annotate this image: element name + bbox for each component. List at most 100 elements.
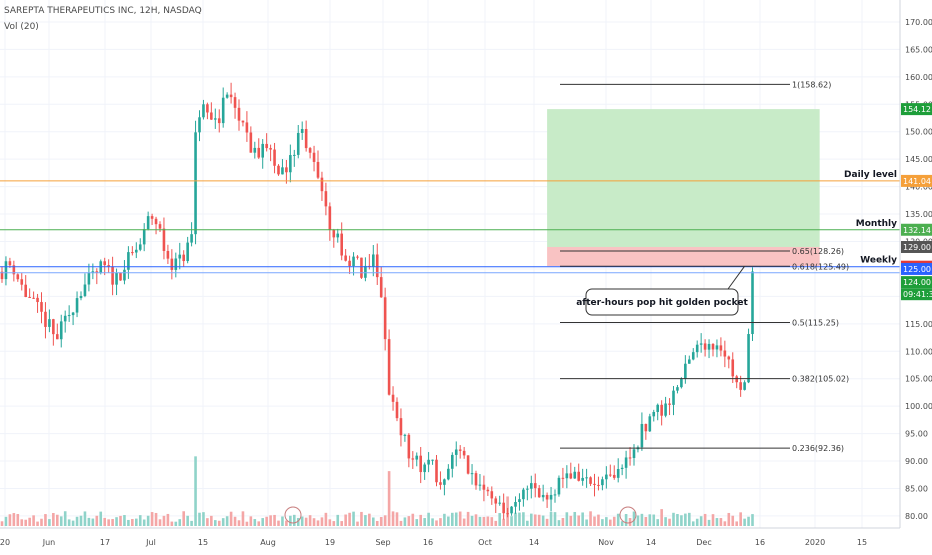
- candle-body: [751, 271, 754, 335]
- volume-bar: [581, 512, 584, 526]
- volume-bar: [743, 518, 746, 526]
- price-tag: [901, 240, 932, 253]
- time-axis-background: [0, 528, 932, 550]
- volume-bar: [411, 513, 415, 526]
- price-tag: [901, 223, 932, 236]
- candle-body: [573, 471, 577, 479]
- volume-bar: [332, 521, 336, 526]
- volume-bar: [379, 517, 383, 526]
- volume-bar: [261, 518, 264, 526]
- candle-body: [640, 423, 644, 448]
- candle-body: [273, 149, 276, 166]
- price-tag: [901, 276, 932, 289]
- volume-bar: [253, 519, 257, 526]
- candle-body: [131, 252, 134, 254]
- volume-bar: [403, 517, 407, 526]
- candle-body: [206, 104, 209, 113]
- price-axis: 80.00 85.00 90.00 95.00 100.00 105.00 110.00 11…: [899, 0, 932, 550]
- price-tick-label: 95.00: [905, 430, 928, 439]
- candle-body: [395, 401, 399, 419]
- candle-body: [269, 148, 272, 150]
- volume-bar: [198, 512, 201, 526]
- volume-bar: [328, 519, 332, 526]
- candle-body: [79, 295, 83, 299]
- annotation-text: after-hours pop hit golden pocket: [576, 298, 748, 308]
- volume-bar: [300, 516, 304, 526]
- price-tag-label: 154.12: [903, 105, 931, 114]
- volume-bar: [99, 511, 103, 526]
- candle-body: [162, 228, 166, 251]
- candle-body: [138, 244, 142, 250]
- volume-bar: [735, 521, 738, 526]
- volume-bar: [541, 515, 545, 526]
- candle-body: [75, 298, 79, 313]
- candle-body: [296, 132, 300, 155]
- candle-body: [300, 128, 304, 133]
- candle-body: [688, 359, 691, 364]
- volume-bar: [375, 520, 379, 526]
- candle-body: [711, 343, 715, 350]
- volume-bar: [83, 511, 87, 526]
- time-tick-label: Jul: [145, 538, 156, 547]
- volume-bar: [59, 516, 63, 526]
- time-tick-label: 14: [646, 538, 656, 547]
- volume-bar: [32, 515, 35, 526]
- candle-body: [731, 359, 735, 377]
- volume-bar: [636, 515, 640, 526]
- candle-body: [624, 457, 628, 468]
- candle-body: [249, 132, 253, 153]
- candle-body: [660, 404, 663, 416]
- volume-bar: [565, 512, 569, 526]
- candle-body: [87, 273, 91, 285]
- price-tag: [901, 262, 932, 275]
- candle-body: [28, 297, 31, 299]
- candle-body: [277, 165, 280, 175]
- volume-bar: [364, 515, 367, 526]
- volume-bar: [249, 516, 253, 526]
- price-tick-label: 115.00: [905, 320, 932, 329]
- volume-bar: [699, 516, 703, 526]
- candle-body: [107, 265, 110, 267]
- volume-bar: [87, 517, 91, 526]
- volume-bar: [533, 514, 537, 526]
- volume-bar: [0, 521, 4, 526]
- candle-body: [656, 404, 659, 412]
- volume-bar: [557, 520, 561, 526]
- fibonacci-retracement: 1(158.62) 0.65(128.26) 0.618(125.49) 0.5(11…: [560, 80, 849, 453]
- price-tag-label: 129.00: [903, 243, 931, 252]
- candle-body: [727, 356, 731, 360]
- candle-body: [217, 118, 221, 124]
- volume-bar: [277, 520, 280, 526]
- candle-body: [281, 167, 284, 175]
- volume-bar: [407, 516, 411, 526]
- volume-bar: [447, 516, 450, 526]
- candle-body: [691, 352, 695, 360]
- volume-bar: [206, 518, 209, 526]
- candle-body: [695, 344, 699, 353]
- volume-bar: [221, 518, 225, 526]
- candle-body: [340, 233, 343, 256]
- volume-bar: [458, 511, 462, 526]
- volume-event-marker: [284, 506, 302, 524]
- candle-body: [174, 258, 178, 270]
- level-label: Daily level: [844, 170, 897, 180]
- candle-body: [403, 434, 407, 436]
- volume-bar: [549, 511, 553, 526]
- volume-bar: [127, 519, 130, 526]
- candle-body: [593, 483, 596, 485]
- candle-body: [158, 224, 162, 229]
- volume-indicator-label[interactable]: Vol (20): [4, 22, 39, 32]
- time-tick-label: 15: [198, 538, 208, 547]
- candle-body: [32, 297, 35, 299]
- volume-bar: [415, 519, 419, 526]
- time-tick-label: Sep: [375, 538, 390, 547]
- volume-bar: [24, 519, 27, 526]
- candle-body: [142, 229, 146, 245]
- candle-body: [466, 455, 470, 474]
- candle-body: [387, 339, 391, 395]
- candle-body: [470, 473, 474, 475]
- volume-bar: [194, 456, 197, 526]
